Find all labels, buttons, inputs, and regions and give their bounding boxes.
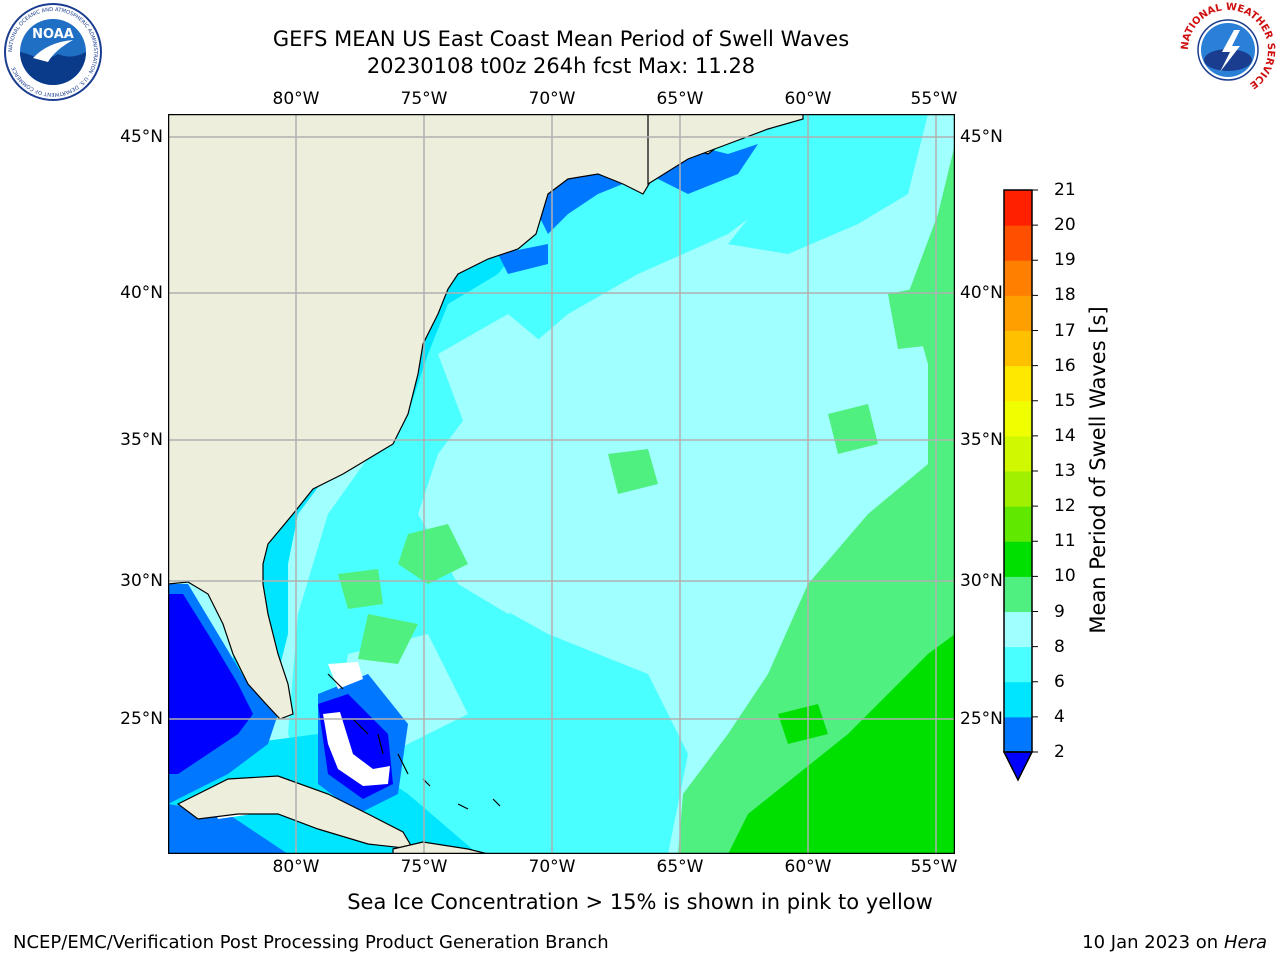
period-9-10-patch-d [608,449,658,494]
lon-label-top-60w: 60°W [784,89,832,109]
colorbar-segment [1004,506,1032,542]
lon-label-bottom-65w: 65°W [656,857,704,877]
lon-label-bottom-75w: 75°W [400,857,448,877]
period-9-10-patch-f [888,284,943,349]
colorbar-segment [1004,260,1032,296]
colorbar-segment [1004,541,1032,577]
colorbar-underflow-arrow [1002,751,1034,782]
colorbar-segment [1004,611,1032,648]
colorbar-tick-label: 15 [1054,390,1076,411]
chart-subtitle: 20230108 t00z 264h fcst Max: 11.28 [366,54,756,78]
map-frame [168,114,955,854]
lon-label-top-55w: 55°W [910,89,958,109]
colorbar-tick-label: 13 [1054,461,1076,481]
colorbar-segment [1004,576,1032,612]
lon-label-bottom-70w: 70°W [528,857,576,877]
lat-label-right-30n: 30°N [960,571,1003,591]
white-bank-patch [323,712,390,786]
lon-label-bottom-80w: 80°W [272,857,320,877]
colorbar-segment [1004,716,1032,753]
colorbar-tick-label: 16 [1054,355,1076,376]
land-nova-scotia [647,114,804,186]
colorbar-tick-label: 9 [1054,601,1065,622]
svg-text:NOAA: NOAA [32,27,74,42]
colorbar-tick-label: 14 [1054,425,1076,446]
colorbar-segment [1004,681,1032,718]
colorbar-segment [1004,330,1032,367]
period-6-8-region-east [728,114,928,254]
colorbar-tick-label: 20 [1054,215,1076,236]
land-bahamas [327,673,501,810]
lat-label-left-25n: 25°N [120,709,163,729]
colorbar-segment [1004,225,1032,261]
lon-label-top-75w: 75°W [400,89,448,109]
lat-label-left-35n: 35°N [120,430,163,450]
colorbar-tick-label: 10 [1054,566,1076,587]
period-9-10-patch-a [398,524,468,584]
colorbar-segment [1004,190,1032,226]
period-9-10-patch-c [358,614,418,664]
lon-label-bottom-55w: 55°W [910,857,958,877]
colorbar-tick-label: 12 [1054,496,1076,517]
period-9-10-patch-e [828,404,878,454]
footer-host: Hera [1223,932,1267,953]
colorbar-tick-label: 6 [1054,671,1065,692]
lat-label-right-40n: 40°N [960,283,1003,303]
colorbar-tick-label: 4 [1054,706,1065,727]
period-8-9-patch-2 [458,514,568,614]
colorbar-tick-label: 18 [1054,285,1076,306]
lon-label-top-65w: 65°W [656,89,704,109]
colorbar-segment [1004,471,1032,507]
sea-ice-note: Sea Ice Concentration > 15% is shown in … [347,890,933,914]
footer-credit: NCEP/EMC/Verification Post Processing Pr… [13,932,609,953]
lat-label-right-25n: 25°N [960,709,1003,729]
lat-label-left-45n: 45°N [120,127,163,147]
period-9-10-patch-b [338,569,383,609]
lat-label-right-45n: 45°N [960,127,1003,147]
period-under-2-gulf [168,594,253,774]
noaa-logo: NATIONAL OCEANIC AND ATMOSPHERIC ADMINIS… [4,3,102,101]
period-8-9-patch [438,314,568,434]
nws-logo: NATIONAL WEATHER SERVICE [1180,2,1276,98]
colorbar-tick-label: 11 [1054,531,1076,552]
colorbar-tick-label: 2 [1054,742,1065,762]
lat-label-right-35n: 35°N [960,430,1003,450]
colorbar-segment [1004,646,1032,683]
lat-label-left-40n: 40°N [120,283,163,303]
swell-period-map [168,114,955,854]
colorbar-segment [1004,295,1032,331]
lat-label-left-30n: 30°N [120,571,163,591]
colorbar-tick-label: 17 [1054,320,1076,341]
colorbar-tick-label: 8 [1054,636,1065,657]
period-10-11-region [728,634,955,854]
lon-label-top-80w: 80°W [272,89,320,109]
period-9-10-east [678,144,955,854]
graticule [168,114,955,854]
colorbar [1002,189,1038,782]
colorbar-tick-label: 19 [1054,250,1076,271]
colorbar-title: Mean Period of Swell Waves [s] [1086,306,1110,634]
colorbar-segment [1004,400,1032,437]
lon-label-bottom-60w: 60°W [784,857,832,877]
colorbar-tick-label: 21 [1054,180,1076,200]
period-10-11-patch [778,704,828,744]
colorbar-segment [1004,435,1032,472]
footer-date: 10 Jan 2023 on Hera [1082,932,1267,953]
colorbar-segment [1004,365,1032,402]
chart-title: GEFS MEAN US East Coast Mean Period of S… [272,27,850,51]
footer-date-text: 10 Jan 2023 on [1082,932,1224,953]
lon-label-top-70w: 70°W [528,89,576,109]
